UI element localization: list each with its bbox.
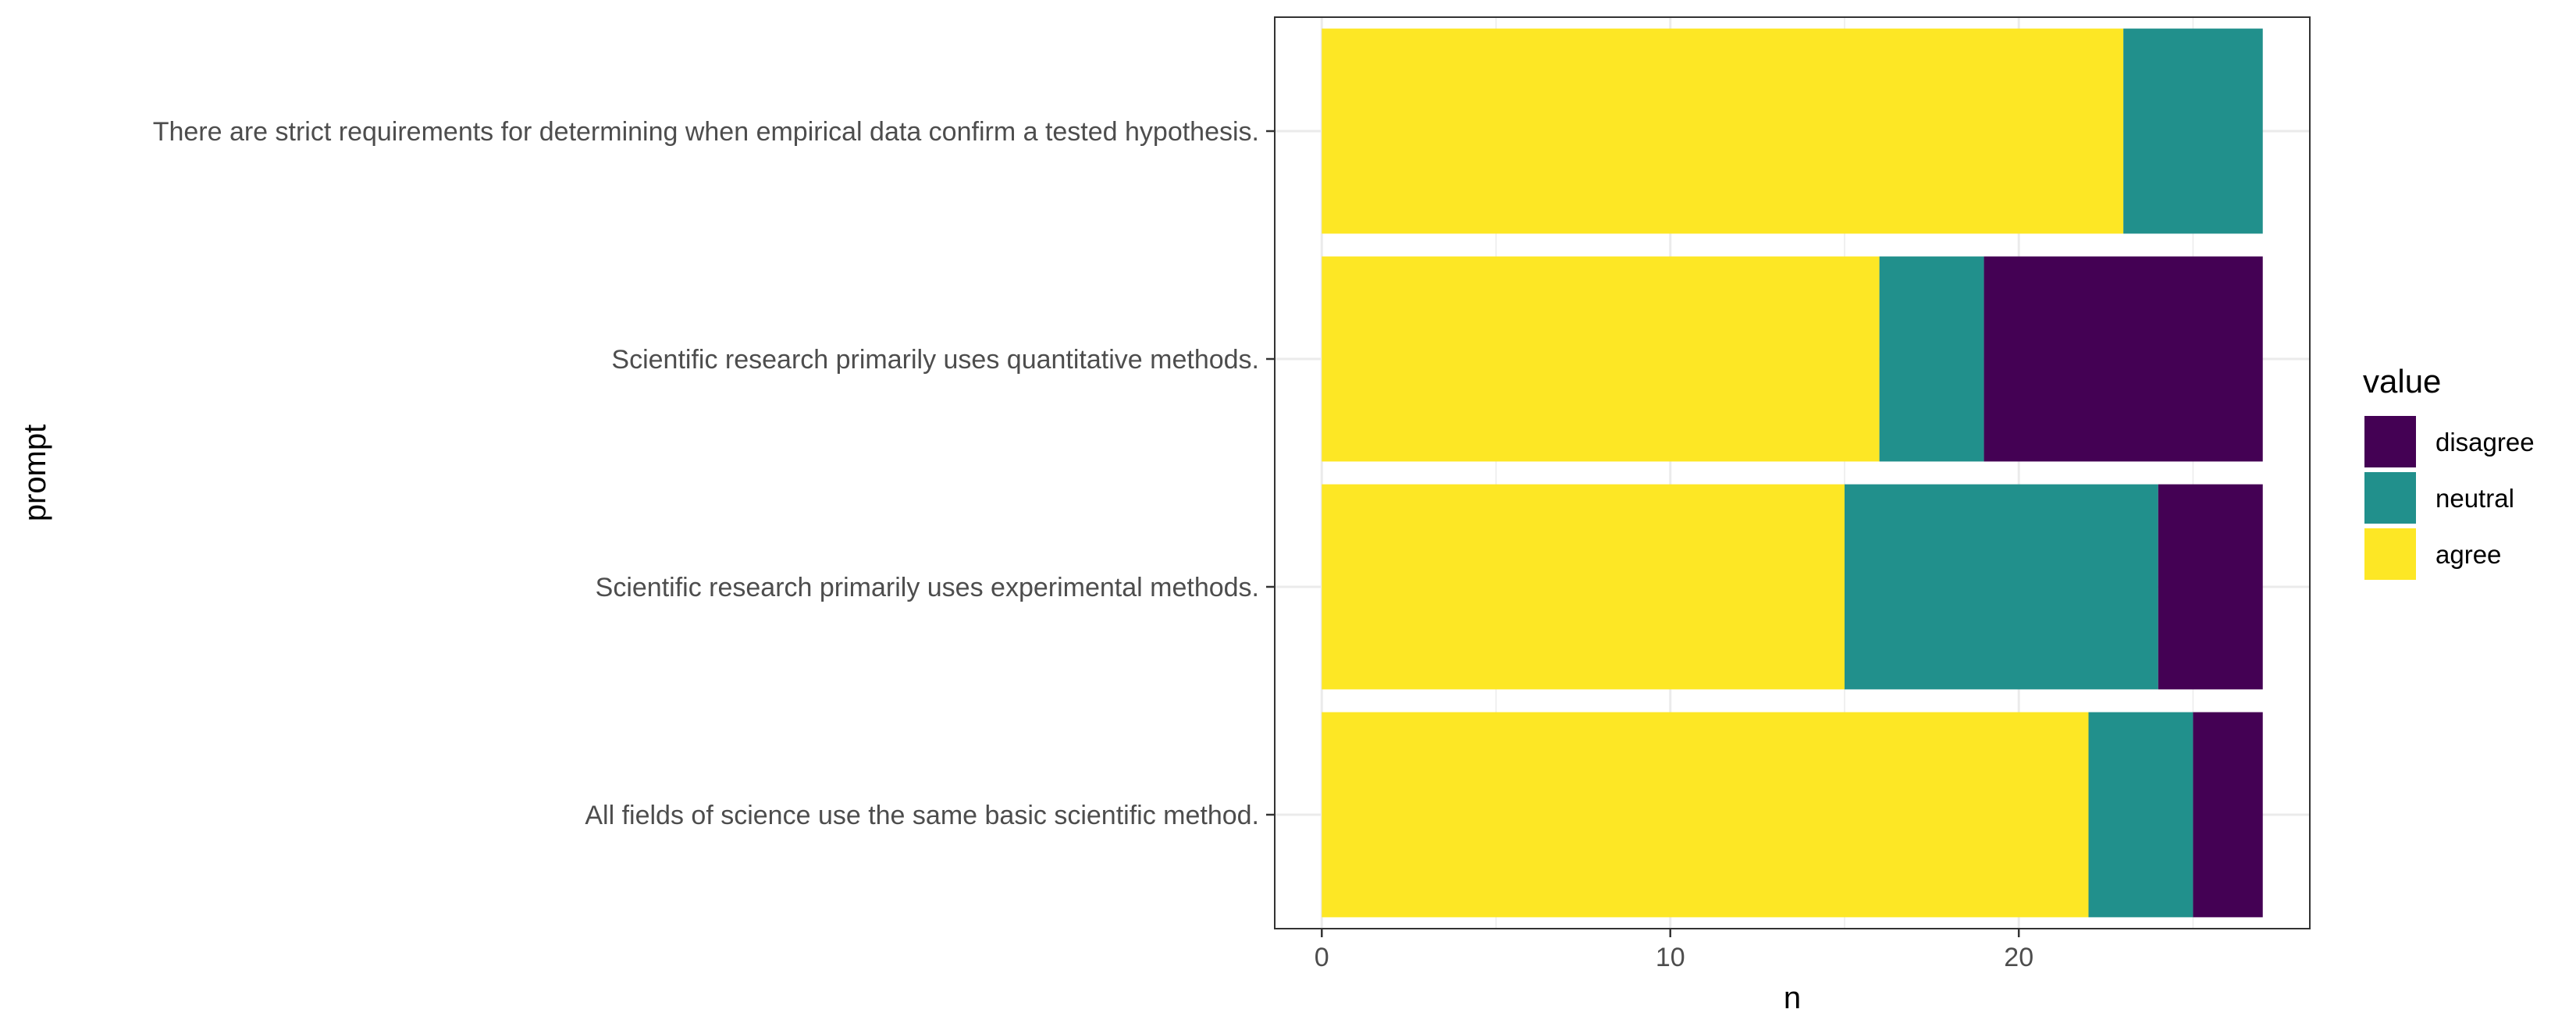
y-tick-label: Scientific research primarily uses exper… bbox=[596, 573, 1259, 602]
bar-disagree bbox=[2158, 484, 2263, 690]
bar-disagree bbox=[1984, 256, 2263, 462]
legend-swatch-neutral bbox=[2364, 472, 2416, 524]
legend-swatch-agree bbox=[2364, 528, 2416, 580]
bar-disagree bbox=[2193, 712, 2263, 918]
y-tick-label: There are strict requirements for determ… bbox=[153, 117, 1259, 147]
legend-title: value bbox=[2363, 363, 2441, 400]
bar-agree bbox=[1322, 484, 1845, 690]
x-axis: 0 10 20 bbox=[1315, 929, 2033, 972]
y-tick-label: All fields of science use the same basic… bbox=[585, 801, 1259, 830]
x-tick-label: 10 bbox=[1656, 943, 1685, 972]
y-tick-label: Scientific research primarily uses quant… bbox=[611, 345, 1259, 375]
bar-agree bbox=[1322, 28, 2124, 234]
plot-panel-border bbox=[1274, 16, 2311, 929]
bar-neutral bbox=[1879, 256, 1984, 462]
x-tick-label: 20 bbox=[2004, 943, 2033, 972]
legend-items: disagree neutral agree bbox=[2364, 416, 2535, 580]
bar-neutral bbox=[2123, 28, 2263, 234]
bar-neutral bbox=[2088, 712, 2194, 918]
bar-agree bbox=[1322, 712, 2089, 918]
bar-neutral bbox=[1844, 484, 2158, 690]
legend-label-agree: agree bbox=[2435, 540, 2501, 569]
x-tick-label: 0 bbox=[1315, 943, 1329, 972]
bars bbox=[1322, 28, 2263, 918]
x-axis-title: n bbox=[1784, 981, 1801, 1015]
legend-label-disagree: disagree bbox=[2435, 428, 2535, 457]
bar-agree bbox=[1322, 256, 1880, 462]
legend-label-neutral: neutral bbox=[2435, 484, 2514, 513]
y-axis: There are strict requirements for determ… bbox=[153, 117, 1275, 830]
legend: value disagree neutral agree bbox=[2363, 363, 2535, 580]
y-axis-title: prompt bbox=[18, 425, 52, 522]
legend-swatch-disagree bbox=[2364, 416, 2416, 467]
